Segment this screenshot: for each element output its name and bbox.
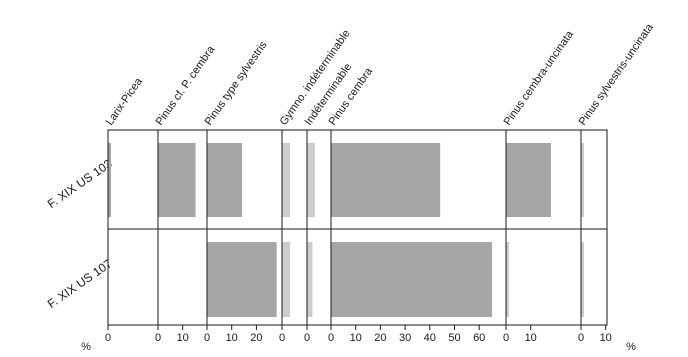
tick-label-larix-picea-0: 0	[105, 332, 111, 344]
bar-pinus-sylvestris-uncinata-sample-1	[581, 143, 584, 217]
tick-label-pinus-cembra-20: 20	[374, 332, 386, 344]
tick-label-pinus-cembra-60: 60	[473, 332, 485, 344]
taxon-label-larix-picea: Larix-Picea	[104, 75, 146, 128]
tick-label-pinus-cf-cembra-10: 10	[177, 332, 189, 344]
bar-pinus-cembra-uncinata-sample-2	[506, 242, 509, 317]
tick-label-gymno-indeterminable-0: 0	[279, 332, 285, 344]
tick-label-pinus-cembra-0: 0	[328, 332, 334, 344]
tick-label-pinus-type-sylvestris-0: 0	[204, 332, 210, 344]
taxon-label-pinus-sylvestris-uncinata: Pinus sylvestris-uncinata	[577, 21, 657, 128]
bar-pinus-sylvestris-uncinata-sample-2	[581, 242, 584, 317]
bar-pinus-type-sylvestris-sample-2	[207, 242, 277, 317]
bar-gymno-indeterminable-sample-1	[282, 143, 290, 217]
tick-label-pinus-type-sylvestris-10: 10	[226, 332, 238, 344]
tick-label-pinus-sylvestris-uncinata-0: 0	[578, 332, 584, 344]
axis-unit-left: %	[81, 341, 91, 353]
bar-pinus-cembra-sample-2	[331, 242, 493, 317]
bar-pinus-type-sylvestris-sample-1	[207, 143, 243, 217]
tick-label-pinus-cembra-uncinata-10: 10	[525, 332, 537, 344]
sample-label-2: F. XIX US 107	[45, 256, 115, 311]
taxon-label-pinus-cembra-uncinata: Pinus cembra-uncinata	[502, 28, 577, 128]
tick-label-pinus-type-sylvestris-20: 20	[250, 332, 262, 344]
tick-label-pinus-cembra-40: 40	[424, 332, 436, 344]
bar-pinus-cembra-sample-1	[331, 143, 441, 217]
plot-frame	[107, 129, 608, 326]
bar-pinus-cembra-uncinata-sample-1	[506, 143, 551, 217]
tick-label-pinus-cembra-50: 50	[448, 332, 460, 344]
tick-label-pinus-cembra-uncinata-0: 0	[503, 332, 509, 344]
tick-label-pinus-sylvestris-uncinata-10: 10	[600, 332, 612, 344]
bar-larix-picea-sample-1	[108, 143, 111, 217]
axis-unit-right: %	[626, 341, 636, 353]
bar-indeterminable-sample-1	[307, 143, 315, 217]
tick-label-indeterminable-0: 0	[304, 332, 310, 344]
sample-label-1: F. XIX US 103	[45, 156, 115, 211]
bar-indeterminable-sample-2	[307, 242, 313, 317]
tick-label-pinus-cembra-10: 10	[350, 332, 362, 344]
tick-label-pinus-cembra-30: 30	[399, 332, 411, 344]
bar-gymno-indeterminable-sample-2	[282, 242, 290, 317]
tick-label-pinus-cf-cembra-0: 0	[155, 332, 161, 344]
bar-pinus-cf-cembra-sample-1	[158, 143, 196, 217]
